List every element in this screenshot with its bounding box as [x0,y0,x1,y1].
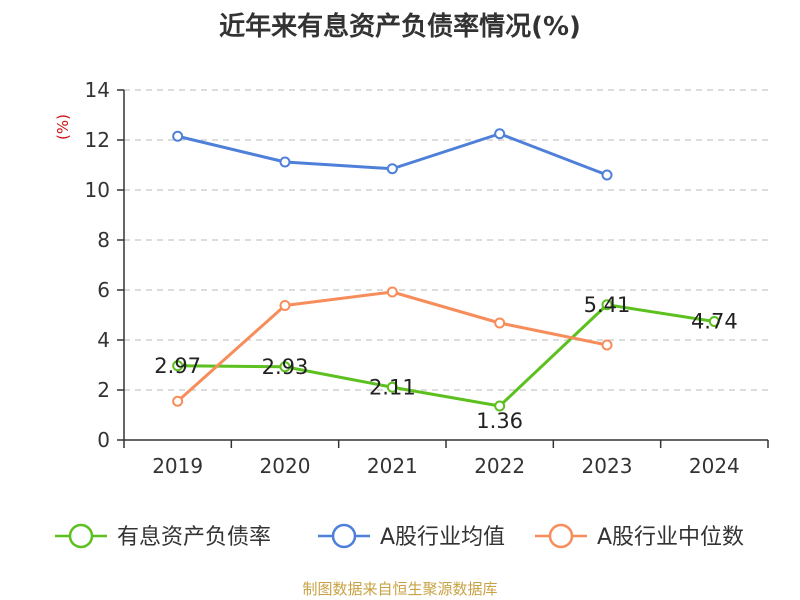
legend-label: 有息资产负债率 [117,525,271,550]
y-tick-label: 10 [85,178,110,202]
data-point [708,316,720,327]
data-point [279,156,291,168]
data-label: 4.74 [691,310,738,334]
data-point [279,300,291,311]
data-source-note: 制图数据来自恒生聚源数据库 [302,580,498,598]
legend-marker [331,523,357,549]
data-point [386,163,398,175]
data-label: 2.97 [154,354,201,378]
data-point [172,130,184,142]
data-point [386,286,398,298]
legend-label: A股行业中位数 [597,525,744,550]
y-tick-label: 2 [97,378,110,402]
x-tick-label: 2021 [367,454,418,478]
data-label: 2.11 [369,375,416,399]
y-tick-label: 0 [97,428,110,452]
data-point [279,361,291,373]
x-tick-label: 2019 [152,454,203,478]
x-tick-label: 2023 [582,454,633,478]
data-point [494,400,506,412]
data-point [172,395,184,407]
x-tick-label: 2024 [689,454,740,478]
y-tick-label: 6 [97,278,110,302]
data-point [386,381,398,393]
data-label: 5.41 [584,293,631,317]
legend-marker [548,523,574,549]
series-line [177,303,715,408]
y-tick-label: 14 [85,78,110,102]
data-point [494,317,506,329]
y-axis-label: (%) [54,114,72,140]
y-tick-label: 8 [97,228,110,252]
data-point [172,360,184,372]
data-point [494,128,506,140]
data-point [601,299,613,311]
y-tick-label: 4 [97,328,110,352]
legend-marker [68,523,94,549]
legend-label: A股行业均值 [380,525,505,550]
x-tick-label: 2020 [260,454,311,478]
data-point [601,169,613,181]
x-tick-label: 2022 [474,454,525,478]
y-tick-label: 12 [85,128,110,152]
data-label: 1.36 [476,409,523,433]
chart-title: 近年来有息资产负债率情况(%) [219,12,581,42]
data-point [601,339,613,351]
data-label: 2.93 [262,355,309,379]
